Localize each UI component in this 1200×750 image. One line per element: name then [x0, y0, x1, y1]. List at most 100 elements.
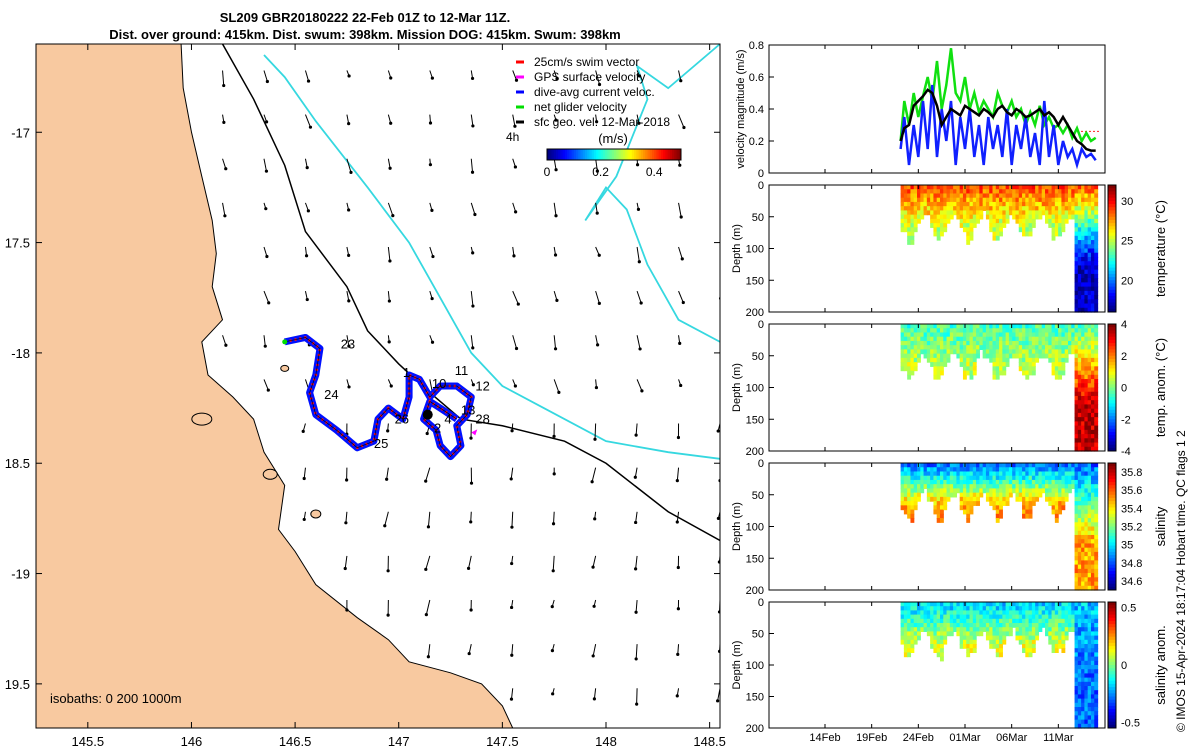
section-cell — [1077, 635, 1082, 641]
section-cell — [936, 193, 941, 199]
section-cell — [933, 463, 938, 468]
section-cell — [910, 336, 915, 342]
section-cell — [1074, 227, 1079, 233]
section-cell — [1084, 265, 1089, 271]
section-colorbar-cell — [1108, 283, 1116, 288]
colorbar-cell — [580, 149, 584, 160]
section-cell — [1077, 686, 1082, 691]
section-cell — [1094, 577, 1099, 583]
section-cell — [1035, 623, 1040, 628]
section-cell — [1094, 509, 1099, 515]
section-cell — [1015, 614, 1020, 620]
section-cell — [1084, 585, 1089, 591]
section-cell — [1094, 656, 1099, 662]
section-cell — [985, 197, 990, 203]
section-cell — [1094, 479, 1099, 485]
section-cell — [900, 484, 905, 489]
section-cell — [1054, 332, 1059, 338]
geo-velocity-arrowhead — [266, 388, 270, 392]
colorbar-cell — [643, 149, 646, 160]
section-cell — [939, 652, 944, 658]
section-cell — [972, 627, 977, 632]
geo-velocity-arrow — [425, 555, 431, 570]
section-cell — [959, 610, 964, 616]
section-cell — [1087, 269, 1092, 275]
section-cell — [1074, 585, 1079, 591]
section-cell — [903, 210, 908, 216]
section-cell — [933, 340, 938, 346]
geo-velocity-arrowhead — [682, 125, 686, 130]
section-cell — [1077, 244, 1082, 250]
section-cell — [956, 606, 961, 611]
section-cell — [1005, 328, 1010, 334]
section-cell — [1094, 639, 1099, 645]
section-cell — [1025, 206, 1030, 211]
section-cell — [1051, 340, 1056, 346]
section-cell — [1008, 185, 1013, 190]
section-cell — [936, 353, 941, 359]
section-cell — [976, 218, 980, 224]
section-cell — [917, 185, 921, 190]
section-cell — [966, 324, 971, 329]
section-cell — [1094, 248, 1099, 254]
section-cell — [1081, 660, 1086, 666]
section-cell — [907, 484, 912, 489]
section-cell — [969, 471, 974, 477]
geo-velocity-arrowhead — [635, 702, 639, 706]
section-cell — [1074, 475, 1079, 481]
section-cell — [1084, 694, 1089, 700]
section-cell — [1090, 185, 1095, 190]
section-cell — [907, 610, 912, 616]
section-cell — [907, 606, 912, 611]
section-cell — [939, 488, 944, 494]
section-cell — [953, 623, 957, 628]
section-cell — [1008, 463, 1013, 468]
section-cell — [1048, 467, 1053, 473]
section-cell — [1028, 639, 1033, 645]
section-y-axis-label: Depth (m) — [731, 224, 743, 273]
section-cell — [976, 496, 980, 502]
section-cell — [979, 618, 984, 624]
section-cell — [959, 623, 964, 628]
section-colorbar-cell — [1108, 422, 1116, 427]
section-cell — [1054, 644, 1059, 649]
section-cell — [1031, 479, 1036, 485]
geo-velocity-arrowhead — [305, 297, 309, 302]
section-cell — [985, 185, 990, 190]
section-cell — [1090, 240, 1095, 245]
section-cell — [907, 353, 912, 359]
section-cell — [1031, 201, 1036, 207]
section-cell — [1025, 652, 1030, 658]
section-cell — [1028, 189, 1033, 195]
section-cell — [1051, 357, 1056, 363]
section-cell — [1048, 210, 1053, 216]
geo-velocity-arrow — [719, 114, 720, 116]
section-cell — [910, 639, 915, 645]
section-cell — [999, 345, 1003, 350]
section-cell — [1041, 201, 1046, 207]
section-cell — [1077, 412, 1082, 418]
map-x-tick-label: 146.5 — [279, 734, 312, 749]
section-colorbar-cell — [1108, 715, 1116, 720]
section-cell — [1058, 332, 1063, 338]
section-cell — [985, 488, 990, 494]
section-colorbar-cell — [1108, 238, 1116, 243]
section-cell — [959, 362, 964, 367]
section-colorbar-cell — [1108, 406, 1116, 411]
section-cell — [946, 193, 951, 199]
section-cell — [1081, 505, 1086, 511]
section-cell — [1090, 379, 1095, 384]
section-cell — [985, 623, 990, 628]
geo-velocity-arrowhead — [347, 385, 351, 389]
section-cell — [933, 606, 938, 611]
section-cell — [1067, 336, 1072, 342]
section-colorbar-tick-label: 35 — [1121, 540, 1133, 552]
section-cell — [1038, 345, 1043, 350]
section-cell — [930, 492, 935, 498]
section-cell — [959, 606, 964, 611]
section-cell — [1041, 340, 1046, 346]
section-cell — [900, 218, 905, 224]
section-cell — [1077, 362, 1082, 367]
section-colorbar-cell — [1108, 270, 1116, 275]
section-cell — [1087, 492, 1092, 498]
